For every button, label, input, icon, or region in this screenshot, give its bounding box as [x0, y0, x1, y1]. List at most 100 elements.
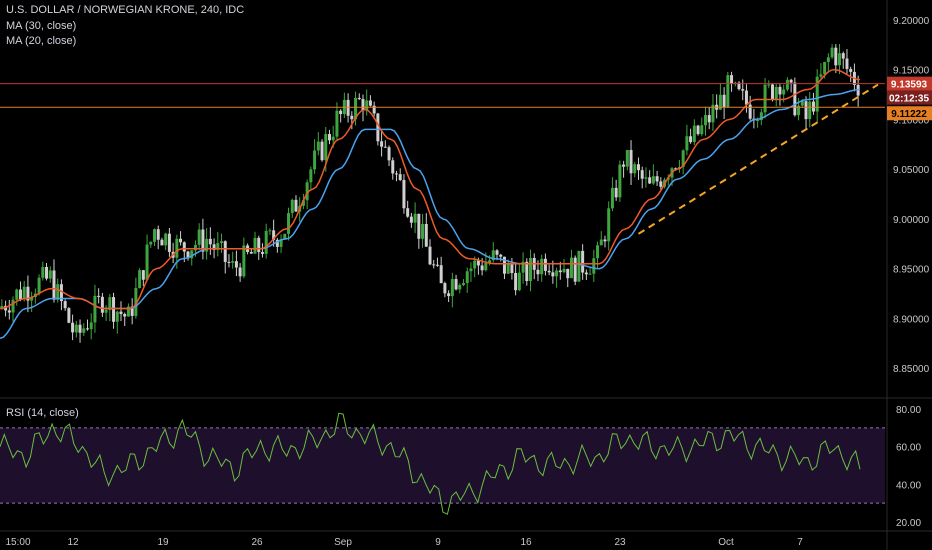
candle-body: [685, 136, 689, 151]
candle-body: [622, 164, 626, 167]
time-axis[interactable]: 15:00 12 19 26 Sep 9 16 23 Oct 7: [5, 537, 803, 548]
candle-body: [469, 268, 473, 272]
candle-body: [264, 230, 268, 254]
candle-body: [558, 270, 562, 273]
candle-body: [510, 263, 514, 274]
price-badges: 9.13593 02:12:35 9.11222: [887, 76, 932, 121]
candle-body: [655, 176, 659, 182]
ma20-line: [0, 68, 861, 310]
candle-body: [584, 272, 588, 275]
candle-body: [59, 284, 63, 302]
candle-body: [275, 239, 279, 247]
candle-body: [320, 141, 324, 161]
candle-body: [11, 299, 15, 313]
candle-body: [15, 289, 19, 300]
candle-body: [826, 57, 830, 63]
candle-body: [283, 233, 287, 240]
candle-body: [287, 213, 291, 234]
price-badge-current: [887, 76, 932, 91]
price-badge-level: [887, 106, 932, 121]
candle-body: [227, 261, 231, 263]
candle-body: [383, 146, 387, 148]
candle-body: [424, 224, 428, 247]
candle-body: [421, 224, 425, 239]
candle-body: [279, 239, 283, 247]
time-tick-label: 16: [520, 537, 532, 548]
candle-body: [603, 239, 607, 242]
candle-body: [30, 297, 34, 301]
candle-body: [100, 296, 104, 313]
candle-body: [640, 170, 644, 179]
candle-body: [190, 250, 194, 259]
overlays: [0, 83, 885, 235]
candle-body: [175, 238, 179, 258]
candle-body: [394, 173, 398, 175]
candle-body: [357, 97, 361, 100]
candle-body: [231, 261, 235, 263]
candle-body: [260, 252, 264, 254]
candle-body: [138, 270, 142, 289]
candle-body: [730, 75, 734, 84]
candle-body: [164, 233, 168, 246]
candle-body: [391, 160, 395, 174]
candle-body: [547, 270, 551, 273]
candle-body: [692, 125, 696, 143]
candle-body: [313, 150, 317, 170]
rsi-band: [0, 427, 885, 504]
candle-body: [599, 239, 603, 246]
candle-body: [789, 79, 793, 83]
candle-body: [45, 266, 49, 279]
candle-body: [160, 239, 164, 246]
candle-body: [104, 309, 108, 313]
candle-body: [536, 269, 540, 275]
price-axis[interactable]: 9.20000 9.15000 9.10000 9.05000 9.00000 8.950…: [893, 16, 930, 375]
candle-body: [793, 82, 797, 116]
candle-body: [625, 150, 629, 167]
candle-body: [78, 324, 82, 333]
candle-body: [112, 297, 116, 322]
candle-body: [387, 147, 391, 161]
candle-body: [41, 266, 45, 278]
candle-body: [339, 110, 343, 115]
candle-body: [398, 174, 402, 180]
candle-body: [834, 47, 838, 66]
candle-body: [216, 243, 220, 250]
candle-body: [771, 84, 775, 100]
ma30-line: [0, 88, 861, 340]
candle-body: [368, 100, 372, 106]
candle-body: [294, 199, 298, 212]
candle-body: [193, 244, 197, 251]
ma20-legend[interactable]: MA (20, close): [6, 35, 77, 47]
candle-body: [815, 76, 819, 112]
candle-body: [797, 105, 801, 116]
candle-body: [0, 305, 4, 309]
price-tick-label: 8.90000: [893, 314, 930, 325]
candle-body: [838, 53, 842, 66]
ma30-legend[interactable]: MA (30, close): [6, 20, 77, 32]
candle-body: [37, 277, 41, 294]
candle-body: [703, 115, 707, 126]
candle-body: [681, 150, 685, 168]
candle-body: [71, 322, 75, 333]
candle-body: [361, 99, 365, 111]
candle-body: [74, 324, 78, 333]
rsi-legend[interactable]: RSI (14, close): [6, 407, 79, 419]
candle-body: [156, 229, 160, 240]
price-badge-level-text: 9.11222: [891, 109, 927, 120]
candle-body: [186, 251, 190, 259]
candle-body: [380, 141, 384, 147]
candle-body: [7, 310, 11, 313]
candle-body: [305, 182, 309, 201]
candle-body: [744, 90, 748, 105]
candle-body: [290, 199, 294, 214]
candle-body: [759, 112, 763, 121]
candle-body: [26, 286, 30, 301]
candle-body: [126, 306, 130, 317]
price-tick-label: 9.20000: [893, 16, 930, 27]
candle-body: [454, 279, 458, 290]
candle-body: [238, 267, 242, 277]
candle-body: [89, 322, 93, 330]
candle-body: [689, 136, 693, 143]
candle-body: [428, 246, 432, 265]
